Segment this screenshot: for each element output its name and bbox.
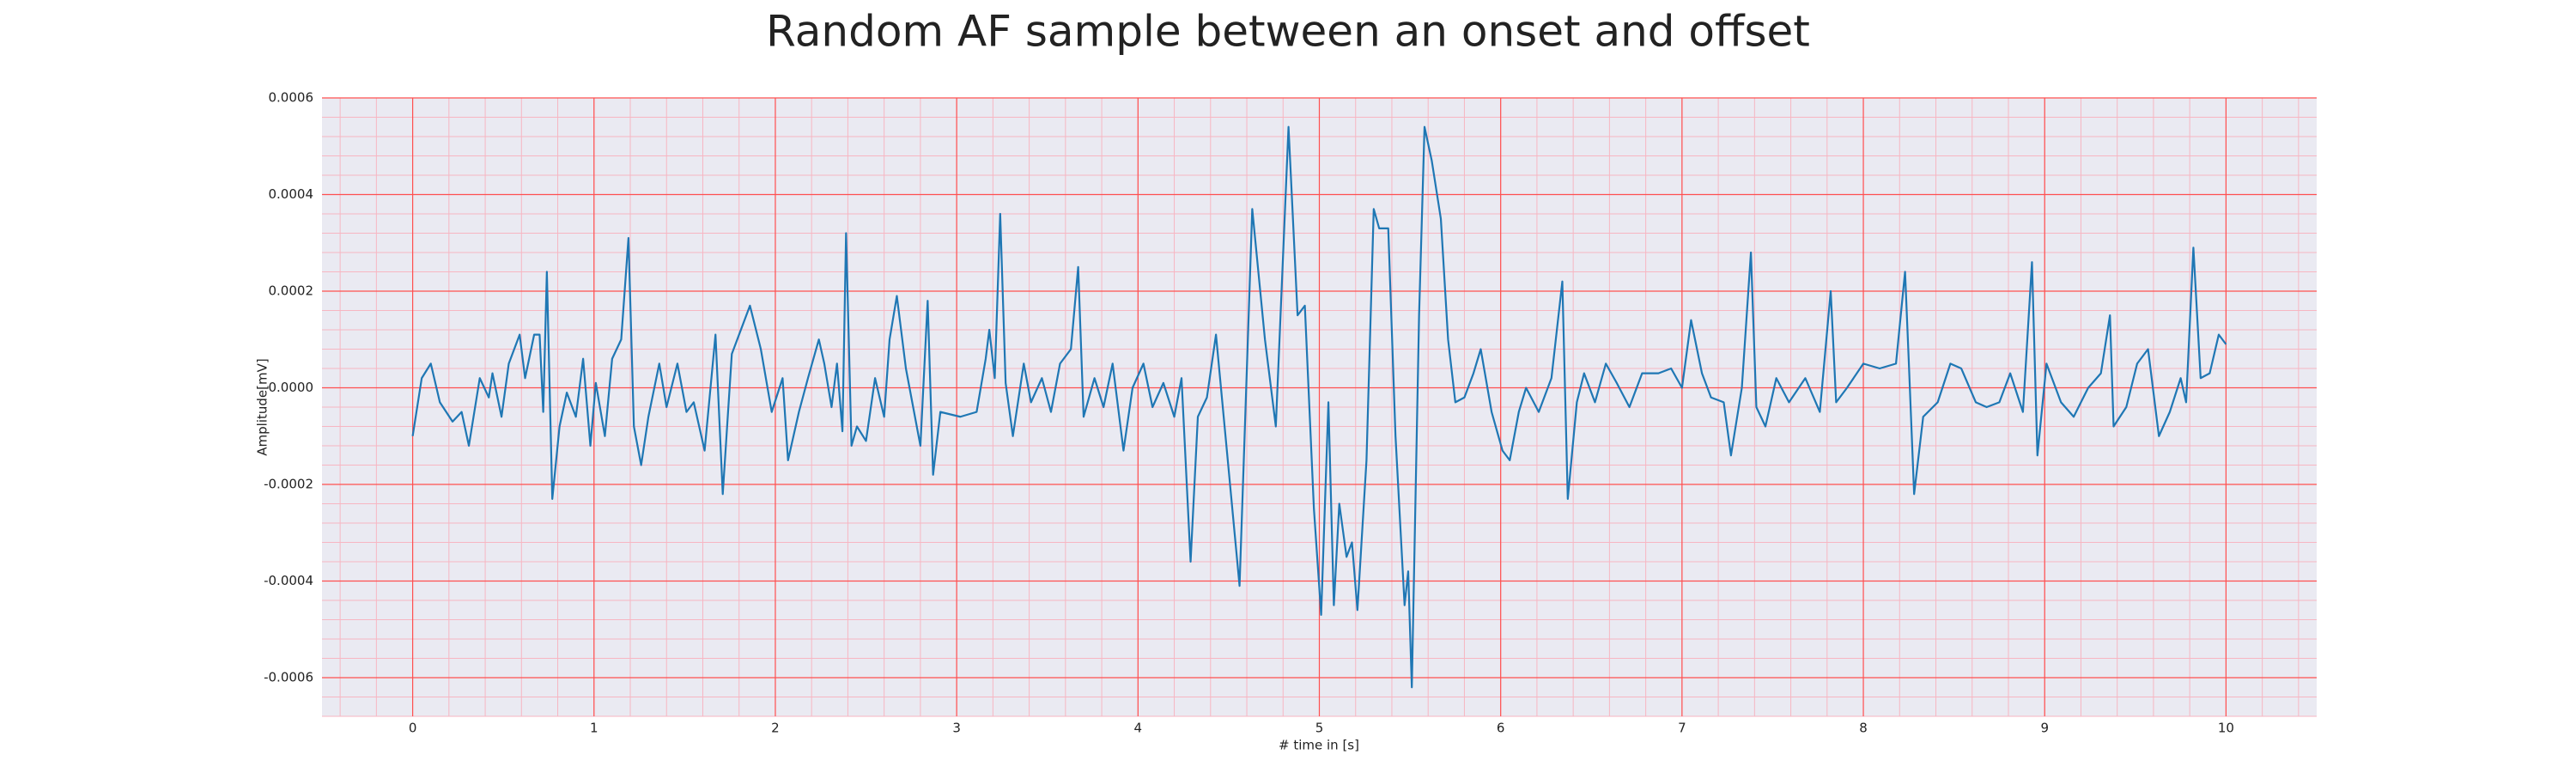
y-tick-label: 0.0002 — [269, 283, 314, 299]
y-tick-label: 0.0004 — [269, 186, 314, 202]
x-tick-label: 5 — [1315, 721, 1324, 736]
signal-line — [411, 125, 2227, 689]
x-tick-label: 8 — [1859, 721, 1868, 736]
x-tick-label: 4 — [1134, 721, 1143, 736]
x-tick-label: 6 — [1497, 721, 1505, 736]
x-tick-label: 0 — [409, 721, 417, 736]
x-tick-label: 7 — [1678, 721, 1686, 736]
x-tick-label: 1 — [590, 721, 598, 736]
y-tick-label: 0.0000 — [269, 380, 314, 395]
x-tick-label: 2 — [771, 721, 780, 736]
y-tick-label: -0.0006 — [264, 670, 313, 685]
y-tick-label: -0.0004 — [264, 573, 313, 588]
y-axis-label: Amplitude[mV] — [255, 358, 270, 455]
x-tick-label: 9 — [2040, 721, 2049, 736]
chart-title: Random AF sample between an onset and of… — [766, 7, 1810, 57]
x-axis-label: # time in [s] — [1279, 738, 1359, 753]
y-tick-label: 0.0006 — [269, 90, 314, 106]
y-tick-label: -0.0002 — [264, 477, 313, 492]
x-tick-label: 3 — [952, 721, 961, 736]
x-tick-label: 10 — [2218, 721, 2234, 736]
